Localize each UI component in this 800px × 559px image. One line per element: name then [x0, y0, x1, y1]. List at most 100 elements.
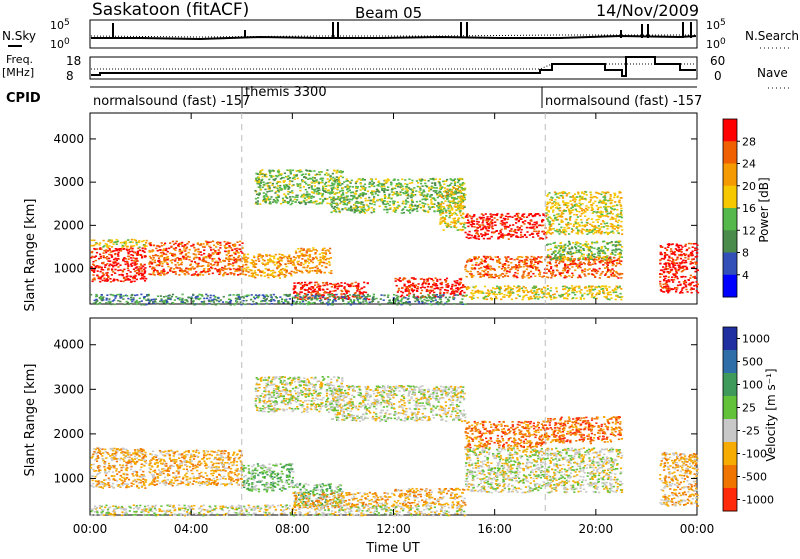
power-echo-cell	[287, 260, 289, 262]
power-echo-cell	[532, 265, 534, 267]
power-echo-cell	[107, 279, 109, 281]
power-echo-cell	[278, 271, 280, 273]
power-echo-cell	[397, 201, 399, 203]
power-echo-cell	[452, 218, 454, 220]
power-echo-cell	[191, 261, 193, 263]
power-echo-cell	[566, 276, 568, 278]
power-echo-cell	[448, 285, 450, 287]
power-echo-cell	[482, 222, 484, 224]
power-echo-cell	[407, 190, 409, 192]
power-echo-cell	[470, 224, 472, 226]
power-echo-cell	[176, 241, 178, 243]
power-echo-cell	[496, 213, 498, 215]
power-echo-cell	[116, 279, 118, 281]
power-echo-cell	[579, 215, 581, 217]
power-echo-cell	[469, 215, 471, 217]
power-echo-cell	[249, 269, 251, 271]
power-echo-cell	[424, 180, 426, 182]
power-echo-cell	[192, 266, 194, 268]
power-echo-cell	[612, 206, 614, 208]
power-echo-cell	[320, 261, 322, 263]
power-echo-cell	[681, 289, 683, 291]
power-echo-cell	[296, 269, 298, 271]
power-echo-cell	[428, 180, 430, 182]
power-echo-cell	[122, 275, 124, 277]
power-echo-cell	[564, 263, 566, 265]
power-echo-cell	[495, 256, 497, 258]
power-echo-cell	[296, 297, 298, 299]
power-echo-cell	[475, 264, 477, 266]
power-echo-cell	[251, 262, 253, 264]
power-echo-cell	[462, 182, 464, 184]
power-echo-cell	[590, 256, 592, 258]
power-echo-cell	[295, 250, 297, 252]
power-echo-cell	[543, 231, 545, 233]
power-echo-cell	[226, 254, 228, 256]
power-echo-cell	[599, 261, 601, 263]
power-echo-cell	[492, 214, 494, 216]
power-echo-cell	[336, 188, 338, 190]
power-echo-cell	[555, 274, 557, 276]
power-echo-cell	[555, 203, 557, 205]
power-echo-cell	[287, 193, 289, 195]
power-echo-cell	[591, 243, 593, 245]
power-echo-cell	[455, 227, 457, 229]
power-echo-cell	[306, 195, 308, 197]
power-echo-cell	[606, 228, 608, 230]
power-echo-cell	[424, 282, 426, 284]
power-echo-cell	[126, 262, 128, 264]
power-echo-cell	[360, 183, 362, 185]
power-echo-cell	[670, 244, 672, 246]
power-echo-cell	[466, 215, 468, 217]
power-echo-cell	[218, 258, 220, 260]
power-echo-cell	[285, 184, 287, 186]
power-echo-cell	[382, 203, 384, 205]
power-echo-cell	[600, 212, 602, 214]
power-echo-cell	[140, 267, 142, 269]
power-echo-cell	[489, 266, 491, 268]
power-echo-cell	[510, 228, 512, 230]
power-echo-cell	[332, 186, 334, 188]
power-echo-cell	[588, 260, 590, 262]
power-echo-cell	[254, 272, 256, 274]
power-echo-cell	[585, 205, 587, 207]
power-echo-cell	[539, 261, 541, 263]
power-echo-cell	[479, 272, 481, 274]
power-echo-cell	[587, 257, 589, 259]
power-echo-cell	[587, 274, 589, 276]
power-echo-cell	[592, 202, 594, 204]
power-echo-cell	[264, 272, 266, 274]
power-echo-cell	[320, 271, 322, 273]
power-echo-cell	[621, 246, 623, 248]
power-echo-cell	[532, 224, 534, 226]
power-echo-cell	[394, 211, 396, 213]
power-echo-cell	[274, 264, 276, 266]
power-echo-cell	[330, 199, 332, 201]
power-echo-cell	[328, 262, 330, 264]
power-echo-cell	[359, 212, 361, 214]
power-echo-cell	[205, 261, 207, 263]
power-echo-cell	[117, 254, 119, 256]
power-echo-cell	[390, 184, 392, 186]
power-echo-cell	[387, 203, 389, 205]
power-echo-cell	[578, 211, 580, 213]
power-echo-cell	[521, 215, 523, 217]
power-echo-cell	[409, 286, 411, 288]
power-echo-cell	[355, 186, 357, 188]
power-echo-cell	[444, 187, 446, 189]
power-echo-cell	[426, 290, 428, 292]
power-echo-cell	[696, 252, 698, 254]
power-echo-cell	[127, 267, 129, 269]
power-echo-cell	[288, 257, 290, 259]
power-echo-cell	[517, 226, 519, 228]
power-echo-cell	[550, 233, 552, 235]
power-echo-cell	[205, 256, 207, 258]
cpid-label: CPID	[6, 91, 41, 106]
power-echo-cell	[295, 257, 297, 259]
power-echo-cell	[300, 262, 302, 264]
power-echo-cell	[409, 212, 411, 214]
power-echo-cell	[529, 265, 531, 267]
power-echo-cell	[243, 257, 245, 259]
power-echo-cell	[344, 186, 346, 188]
power-echo-cell	[114, 250, 116, 252]
